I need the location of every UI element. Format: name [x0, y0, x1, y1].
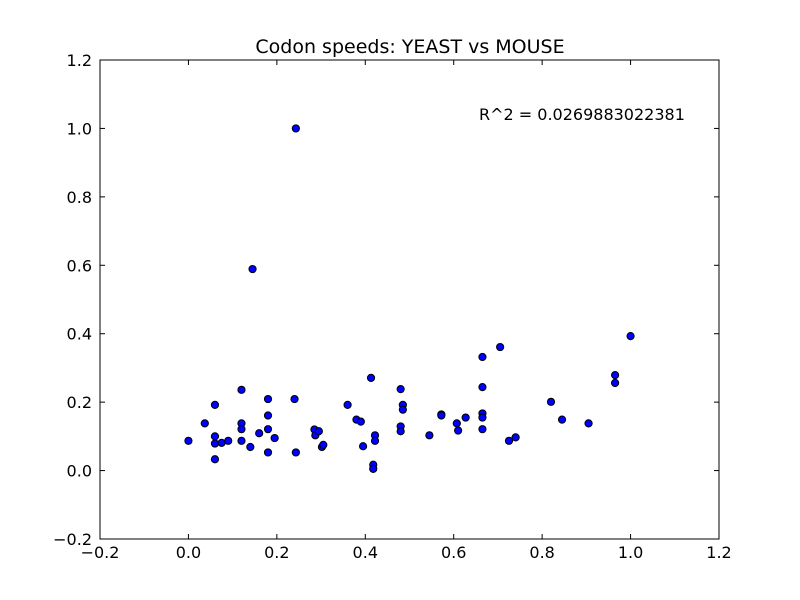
- y-tick-label: 0.8: [67, 188, 92, 207]
- x-tick-label: 1.0: [618, 543, 643, 562]
- data-point: [584, 419, 593, 428]
- data-point: [263, 425, 273, 434]
- x-tick-label: 0.2: [264, 543, 289, 562]
- data-point: [370, 436, 380, 445]
- data-point: [396, 427, 405, 436]
- data-point: [319, 440, 328, 450]
- data-points: [184, 124, 635, 473]
- y-tick-label: 0.4: [67, 325, 92, 344]
- data-point: [496, 342, 505, 352]
- data-point: [461, 413, 470, 422]
- data-point: [356, 417, 365, 426]
- x-tick-label: 0.8: [529, 543, 554, 562]
- data-point: [478, 425, 487, 434]
- data-point: [270, 433, 279, 443]
- data-point: [210, 455, 220, 464]
- data-point: [478, 413, 487, 422]
- data-point: [425, 431, 434, 440]
- data-point: [210, 439, 220, 448]
- data-point: [626, 332, 635, 341]
- data-point: [504, 436, 514, 445]
- x-tick-label: 0.0: [176, 543, 201, 562]
- data-point: [437, 411, 446, 420]
- data-point: [396, 385, 405, 394]
- data-point: [248, 264, 257, 274]
- data-point: [366, 373, 376, 382]
- data-point: [291, 448, 300, 457]
- data-point: [217, 438, 226, 447]
- data-point: [557, 415, 567, 424]
- data-point: [511, 433, 520, 442]
- data-point: [369, 464, 378, 473]
- data-point: [343, 400, 352, 409]
- data-point: [255, 429, 264, 438]
- data-point: [358, 442, 368, 451]
- data-point: [237, 385, 246, 394]
- data-point: [478, 352, 487, 362]
- y-tick-label: 0.6: [67, 256, 92, 275]
- plot-frame: [99, 59, 720, 540]
- data-point: [237, 436, 246, 445]
- data-point: [210, 432, 220, 441]
- data-point: [200, 419, 209, 428]
- x-axis: −0.2 0.0 0.2 0.4 0.6 0.8 1.0 1.2: [81, 60, 732, 562]
- data-point: [454, 426, 463, 435]
- chart-title: Codon speeds: YEAST vs MOUSE: [255, 36, 564, 58]
- data-point: [291, 124, 300, 133]
- data-point: [246, 442, 255, 452]
- data-point: [610, 371, 620, 380]
- data-point: [314, 427, 323, 436]
- y-tick-label: 1.2: [67, 51, 92, 70]
- plot-area: [100, 60, 719, 539]
- x-tick-label: 0.6: [441, 543, 466, 562]
- data-point: [224, 436, 233, 445]
- y-tick-label: 1.0: [67, 119, 92, 138]
- r-squared-annotation: R^2 = 0.0269883022381: [479, 105, 685, 124]
- data-point: [263, 448, 273, 457]
- data-point: [263, 394, 273, 404]
- x-tick-label: −0.2: [81, 543, 120, 562]
- y-tick-label: 0.0: [67, 462, 92, 481]
- data-point: [546, 397, 556, 406]
- data-point: [263, 411, 273, 420]
- y-axis: −0.2 0.0 0.2 0.4 0.6 0.8 1.0 1.2: [53, 51, 719, 549]
- data-point: [237, 425, 246, 434]
- x-tick-label: 1.2: [706, 543, 731, 562]
- data-point: [210, 400, 220, 409]
- data-point: [290, 394, 299, 404]
- y-tick-label: −0.2: [53, 530, 92, 549]
- data-point: [478, 382, 487, 392]
- y-tick-label: 0.2: [67, 393, 92, 412]
- x-tick-label: 0.4: [353, 543, 378, 562]
- data-point: [398, 405, 407, 414]
- data-point: [184, 436, 193, 445]
- data-point: [610, 378, 620, 388]
- data-point: [452, 419, 461, 428]
